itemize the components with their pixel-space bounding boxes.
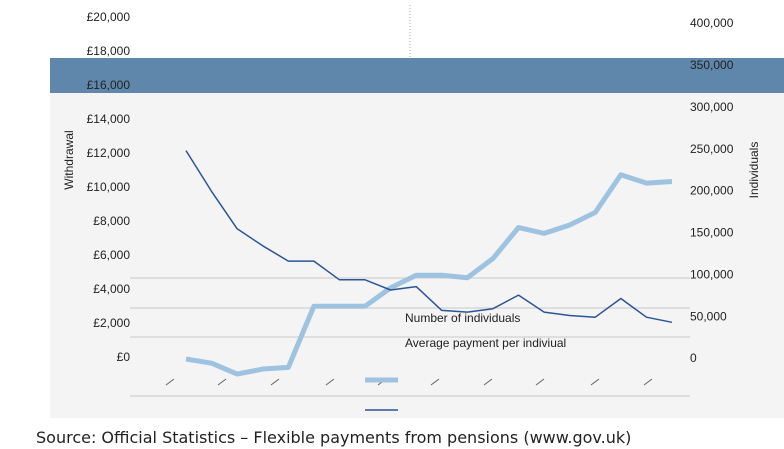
y-tick-label: £8,000 bbox=[93, 214, 130, 228]
y2-tick-label: 300,000 bbox=[690, 100, 734, 114]
source-note: Source: Official Statistics – Flexible p… bbox=[36, 428, 632, 447]
y2-tick-label: 350,000 bbox=[690, 58, 734, 72]
y2-tick-label: 100,000 bbox=[690, 267, 734, 281]
y-tick-label: £14,000 bbox=[87, 112, 131, 126]
x-tick-slashes bbox=[165, 378, 653, 386]
y-tick-label: £4,000 bbox=[93, 282, 130, 296]
y-tick-label: £2,000 bbox=[93, 316, 130, 330]
y-axis-title: Withdrawal bbox=[62, 130, 76, 189]
y-tick-label: £18,000 bbox=[87, 44, 131, 58]
y2-tick-label: 250,000 bbox=[690, 142, 734, 156]
y2-tick-label: 0 bbox=[690, 351, 697, 365]
legend-label: Number of individuals bbox=[405, 311, 520, 325]
y-tick-label: £16,000 bbox=[87, 78, 131, 92]
y-tick-label: £20,000 bbox=[87, 10, 131, 24]
chart: Withdrawal Individuals £0 £2,000 £4,000 £6,… bbox=[50, 5, 784, 418]
series-line bbox=[185, 172, 673, 377]
y2-tick-label: 400,000 bbox=[690, 16, 734, 30]
y-tick-label: £6,000 bbox=[93, 248, 130, 262]
legend-label: Average payment per indiviual bbox=[405, 336, 566, 350]
y-tick-label: £10,000 bbox=[87, 180, 131, 194]
plot-panel bbox=[50, 58, 784, 418]
y2-axis-title: Individuals bbox=[747, 142, 761, 199]
y-tick-label: £12,000 bbox=[87, 146, 131, 160]
y-tick-label: £0 bbox=[117, 350, 131, 364]
y2-tick-label: 150,000 bbox=[690, 226, 734, 240]
y2-tick-label: 200,000 bbox=[690, 184, 734, 198]
y2-tick-label: 50,000 bbox=[690, 309, 727, 323]
series-line bbox=[185, 150, 673, 324]
header-band bbox=[50, 58, 784, 93]
